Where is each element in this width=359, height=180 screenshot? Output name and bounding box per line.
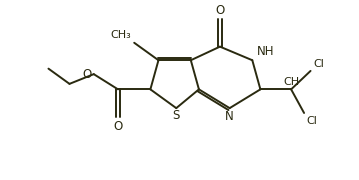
Text: Cl: Cl <box>313 59 324 69</box>
Text: Cl: Cl <box>307 116 317 126</box>
Text: NH: NH <box>257 45 275 58</box>
Text: CH₃: CH₃ <box>111 30 132 40</box>
Text: S: S <box>173 109 180 122</box>
Text: N: N <box>225 110 234 123</box>
Text: O: O <box>215 4 225 17</box>
Text: CH: CH <box>283 77 299 87</box>
Text: O: O <box>113 120 123 133</box>
Text: O: O <box>82 68 91 81</box>
